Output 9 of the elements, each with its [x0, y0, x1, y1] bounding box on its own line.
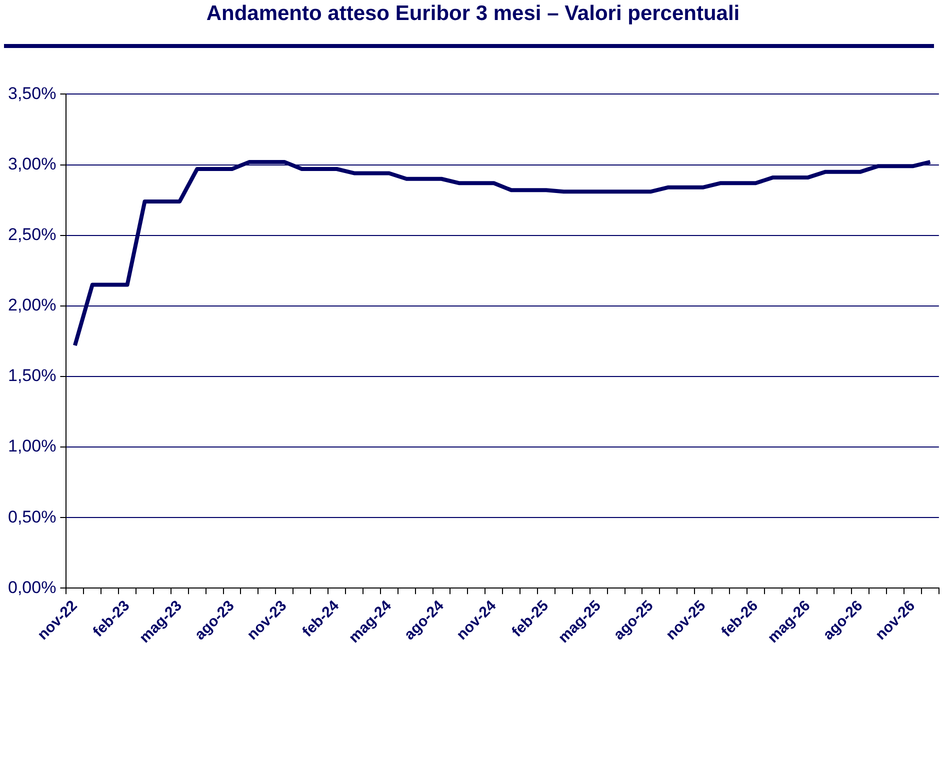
chart-title: Andamento atteso Euribor 3 mesi – Valori percentuali — [205, 2, 741, 26]
y-tick-label: 0,50% — [8, 507, 56, 526]
y-tick-label: 1,00% — [8, 436, 56, 456]
y-tick-label: 0,00% — [8, 578, 56, 597]
y-tick-label: 1,50% — [8, 366, 56, 386]
y-tick-label: 2,50% — [8, 225, 56, 244]
y-tick-label: 2,00% — [8, 296, 56, 315]
y-tick-label: 3,00% — [8, 154, 56, 174]
y-tick-label: 3,50% — [8, 84, 56, 103]
